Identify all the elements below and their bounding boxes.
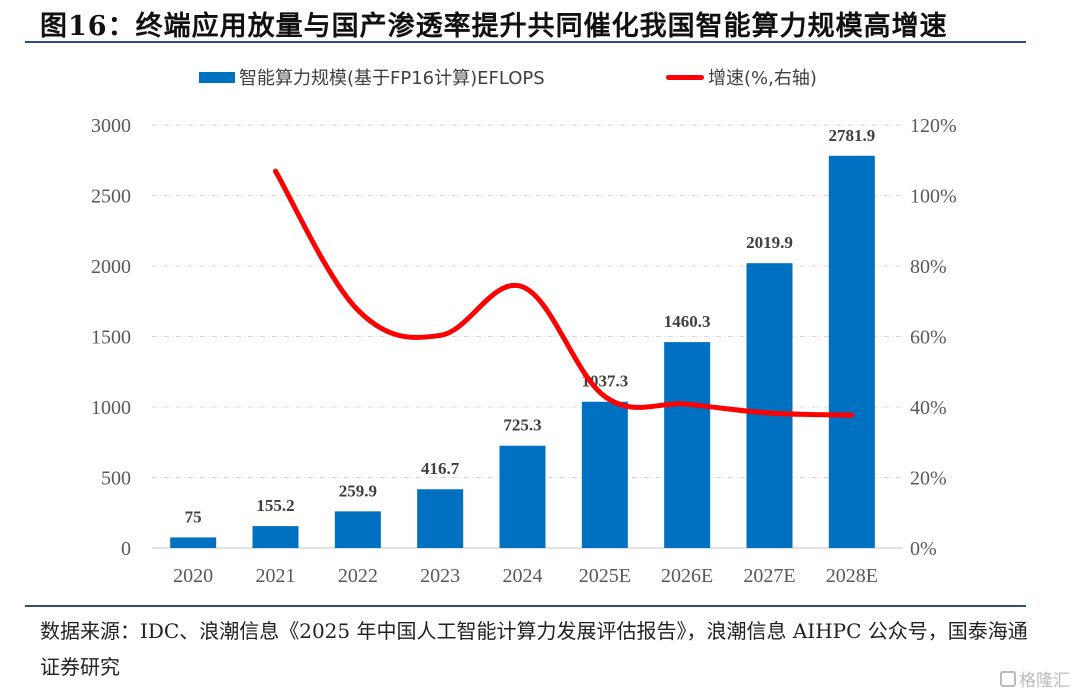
chart-canvas: 0 500 1000 1500 2000 2500 3000 0% 20% 40% 60% 80% 1…: [91, 115, 957, 587]
legend-item-line: 增速(%,右轴): [666, 64, 817, 90]
right-tick-label: 120%: [910, 115, 957, 137]
bar-value-label: 259.9: [339, 481, 377, 500]
title-divider: [25, 41, 1026, 43]
bar-value-label: 75: [185, 507, 202, 526]
left-tick-label: 2000: [91, 256, 131, 278]
bar-value-label: 2781.9: [828, 126, 875, 145]
left-axis-ticks: 0 500 1000 1500 2000 2500 3000: [91, 115, 131, 560]
right-axis-ticks: 0% 20% 40% 60% 80% 100% 120%: [910, 115, 957, 560]
left-tick-label: 500: [101, 468, 131, 490]
legend: 智能算力规模(基于FP16计算)EFLOPS 增速(%,右轴): [0, 64, 1080, 92]
figure-title: 图16：终端应用放量与国产渗透率提升共同催化我国智能算力规模高增速: [40, 11, 948, 42]
x-tick-label: 2021: [256, 565, 296, 587]
watermark-logo-icon: [1000, 670, 1016, 687]
bar: [170, 537, 217, 548]
legend-line-label: 增速(%,右轴): [708, 68, 817, 89]
right-tick-label: 60%: [910, 327, 947, 349]
legend-line-swatch: [666, 74, 704, 80]
left-tick-label: 3000: [91, 115, 131, 137]
line-series: [273, 168, 855, 418]
right-tick-label: 80%: [910, 256, 947, 278]
x-tick-label: 2022: [338, 565, 378, 587]
right-tick-label: 0%: [910, 538, 937, 560]
left-tick-label: 1000: [91, 397, 131, 419]
bar-value-label: 416.7: [421, 459, 460, 478]
right-tick-label: 40%: [910, 397, 947, 419]
bar-value-label: 155.2: [256, 496, 294, 515]
bar: [664, 342, 711, 548]
right-tick-label: 20%: [910, 468, 947, 490]
bar: [746, 263, 793, 548]
bar: [334, 511, 381, 548]
bar: [828, 155, 875, 548]
bar-series: [170, 155, 875, 548]
left-tick-label: 0: [121, 538, 131, 560]
x-tick-label: 2028E: [826, 565, 878, 587]
bar: [581, 401, 628, 548]
right-tick-label: 100%: [910, 186, 957, 208]
left-tick-label: 2500: [91, 186, 131, 208]
bar: [499, 445, 546, 548]
bar-value-label: 1460.3: [664, 312, 711, 331]
source-note: 数据来源：IDC、浪潮信息《2025 年中国人工智能计算力发展评估报告》，浪潮信…: [40, 619, 1028, 679]
left-tick-label: 1500: [91, 327, 131, 349]
watermark: 格隆汇: [1000, 666, 1070, 691]
source-divider: [25, 605, 1026, 607]
watermark-text: 格隆汇: [1019, 671, 1070, 691]
bar: [417, 489, 464, 548]
x-tick-label: 2024: [503, 565, 543, 587]
bar-value-label: 2019.9: [746, 233, 793, 252]
x-tick-label: 2025E: [579, 565, 631, 587]
x-tick-label: 2027E: [743, 565, 795, 587]
legend-item-bar: 智能算力规模(基于FP16计算)EFLOPS: [199, 64, 545, 90]
x-tick-label: 2023: [420, 565, 460, 587]
x-tick-label: 2020: [173, 565, 213, 587]
legend-bar-swatch: [199, 71, 235, 83]
bar-value-label: 725.3: [503, 416, 541, 435]
legend-bar-label: 智能算力规模(基于FP16计算)EFLOPS: [239, 68, 545, 89]
bar: [252, 526, 299, 548]
x-tick-label: 2026E: [661, 565, 713, 587]
x-axis-ticks: 2020 2021 2022 2023 2024 2025E 2026E 2027E 2028E: [173, 565, 878, 587]
